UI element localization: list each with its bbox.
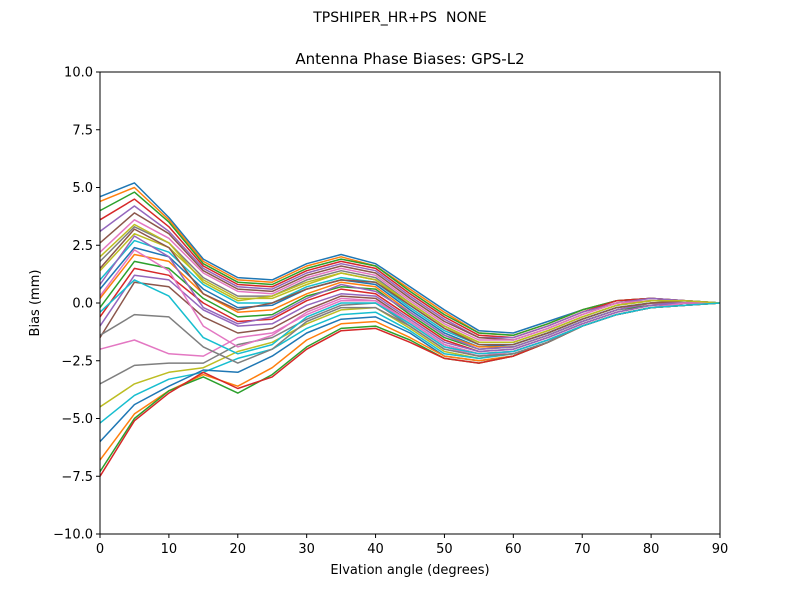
y-tick-label: −5.0 [61,412,93,427]
series-line-6 [99,219,721,341]
series-line-14 [99,274,720,353]
x-tick-label: 30 [298,542,315,557]
y-tick-label: 10.0 [64,66,93,81]
series-line-29 [99,279,721,355]
series-line-28 [99,223,721,344]
y-tick-label: 0.0 [72,297,93,312]
y-tick-label: 5.0 [72,181,93,196]
x-tick-label: 20 [230,542,247,557]
y-tick-label: −10.0 [53,528,93,543]
series-line-24 [99,235,720,350]
x-tick-label: 60 [505,542,522,557]
y-tick-label: −7.5 [61,470,93,485]
plot-lines [99,182,721,477]
chart-title: Antenna Phase Biases: GPS-L2 [295,50,524,68]
y-tick-label: 2.5 [72,239,93,254]
figure-suptitle: TPSHIPER_HR+PS NONE [313,10,487,26]
x-axis-label: Elvation angle (degrees) [330,563,489,578]
y-tick-label: 7.5 [72,123,93,138]
x-tick-label: 80 [643,542,660,557]
y-tick-label: −2.5 [61,354,93,369]
y-axis: −10.0 −7.5 −5.0 −2.5 0.0 2.5 5.0 7.5 10.0 [53,66,100,543]
x-tick-label: 0 [96,542,104,557]
series-line-25 [99,228,721,346]
x-tick-label: 70 [574,542,591,557]
x-axis: 0 10 20 30 40 50 60 70 80 90 [96,534,728,557]
series-line-3 [99,198,721,339]
series-line-4 [99,205,721,339]
x-tick-label: 90 [712,542,729,557]
x-tick-label: 40 [367,542,384,557]
y-axis-label: Bias (mm) [28,270,43,337]
x-tick-label: 50 [436,542,453,557]
x-tick-label: 10 [161,542,178,557]
